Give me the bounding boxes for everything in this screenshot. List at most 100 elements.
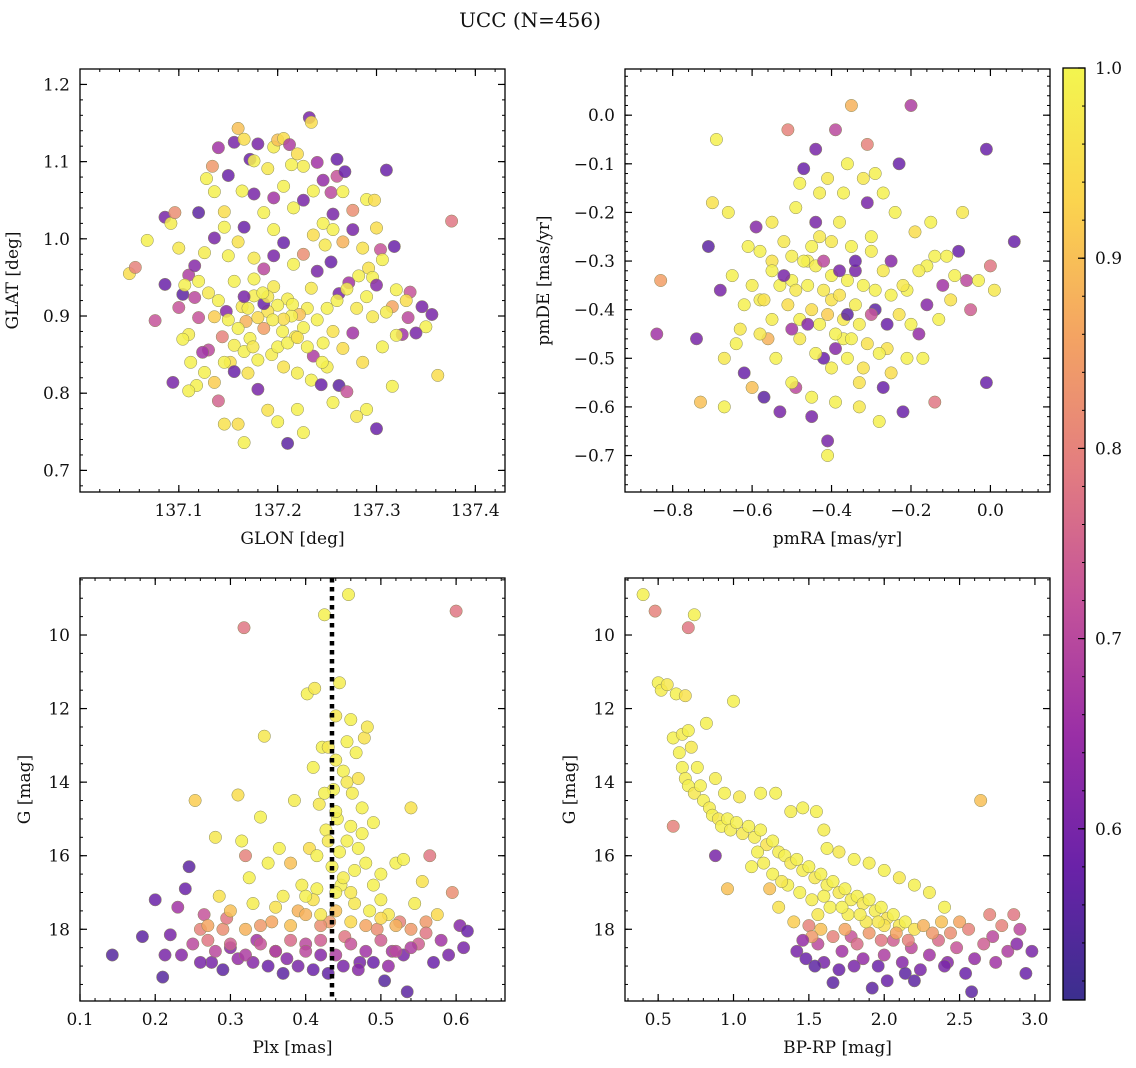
point-sky-65 bbox=[304, 281, 318, 295]
xtick-label-plx: 0.5 bbox=[367, 1010, 394, 1030]
point-sky-13 bbox=[192, 206, 206, 220]
point-plx-66 bbox=[351, 841, 365, 855]
xtick-label-cmd: 0.5 bbox=[645, 1010, 672, 1030]
point-pm-53 bbox=[892, 157, 906, 171]
point-sky-57 bbox=[375, 253, 389, 267]
point-sky-194 bbox=[276, 324, 290, 338]
point-cmd-79 bbox=[974, 794, 988, 807]
point-plx-116 bbox=[254, 919, 267, 933]
point-pm-116 bbox=[817, 254, 831, 268]
point-cmd-8 bbox=[678, 689, 692, 703]
point-pm-128 bbox=[737, 298, 751, 312]
point-plx-71 bbox=[360, 720, 374, 734]
point-plx-153 bbox=[321, 834, 335, 848]
point-sky-187 bbox=[389, 328, 403, 342]
point-pm-93 bbox=[860, 337, 874, 351]
point-pm-104 bbox=[864, 244, 878, 258]
point-pm-100 bbox=[868, 283, 882, 297]
point-plx-90 bbox=[430, 908, 444, 922]
point-pm-137 bbox=[837, 186, 850, 200]
point-pm-111 bbox=[809, 346, 823, 360]
point-pm-99 bbox=[757, 293, 771, 307]
point-plx-144 bbox=[344, 819, 358, 833]
point-sky-197 bbox=[256, 286, 270, 300]
point-pm-49 bbox=[876, 186, 890, 200]
point-plx-154 bbox=[310, 849, 324, 863]
point-pm-10 bbox=[721, 205, 735, 219]
point-plx-91 bbox=[434, 933, 448, 947]
point-cmd-67 bbox=[796, 801, 810, 815]
point-pm-145 bbox=[876, 381, 890, 394]
point-pm-135 bbox=[928, 249, 942, 263]
point-plx-73 bbox=[366, 816, 380, 830]
axes-frame-cmd bbox=[624, 577, 1051, 1002]
point-sky-94 bbox=[172, 301, 186, 314]
point-pm-101 bbox=[876, 264, 890, 278]
point-sky-87 bbox=[211, 294, 225, 308]
point-plx-124 bbox=[374, 911, 388, 925]
point-cmd-68 bbox=[809, 805, 823, 819]
point-sky-27 bbox=[261, 162, 275, 176]
point-pm-142 bbox=[829, 395, 842, 409]
point-plx-140 bbox=[389, 944, 403, 958]
point-cmd-98 bbox=[895, 955, 909, 969]
point-plx-96 bbox=[457, 941, 471, 955]
point-plx-108 bbox=[336, 959, 350, 973]
point-sky-55 bbox=[389, 283, 403, 297]
point-plx-34 bbox=[280, 952, 294, 966]
point-plx-135 bbox=[314, 933, 328, 947]
point-plx-120 bbox=[314, 919, 328, 933]
point-sky-45 bbox=[368, 193, 381, 207]
point-cmd-71 bbox=[832, 845, 846, 859]
point-sky-139 bbox=[176, 332, 190, 346]
point-sky-163 bbox=[207, 231, 221, 245]
point-sky-166 bbox=[178, 278, 192, 292]
point-cmd-75 bbox=[892, 871, 906, 885]
point-pm-35 bbox=[821, 449, 835, 462]
point-sky-33 bbox=[290, 147, 304, 161]
point-plx-134 bbox=[299, 944, 313, 958]
point-pm-21 bbox=[769, 351, 783, 365]
point-pm-151 bbox=[753, 244, 767, 258]
point-plx-64 bbox=[348, 897, 362, 910]
point-cmd-86 bbox=[772, 900, 786, 914]
point-cmd-81 bbox=[986, 930, 1000, 944]
point-sky-14 bbox=[200, 172, 213, 186]
point-pm-84 bbox=[848, 298, 862, 312]
point-plx-21 bbox=[235, 834, 249, 848]
point-cmd-70 bbox=[820, 841, 834, 855]
point-plx-70 bbox=[359, 856, 373, 870]
point-plx-161 bbox=[299, 889, 313, 903]
point-cmd-121 bbox=[889, 926, 903, 940]
point-plx-63 bbox=[345, 786, 359, 800]
ytick-label-plx: 14 bbox=[48, 773, 70, 793]
point-sky-179 bbox=[310, 313, 324, 327]
point-plx-44 bbox=[310, 882, 324, 896]
point-plx-8 bbox=[178, 882, 192, 896]
point-sky-46 bbox=[379, 163, 393, 177]
point-plx-28 bbox=[257, 729, 271, 743]
point-pm-75 bbox=[983, 259, 997, 273]
point-plx-94 bbox=[449, 604, 463, 618]
point-plx-68 bbox=[355, 801, 369, 815]
point-pm-41 bbox=[844, 99, 858, 112]
point-sky-190 bbox=[241, 301, 255, 315]
point-cmd-122 bbox=[874, 933, 888, 947]
point-plx-146 bbox=[336, 871, 350, 885]
point-plx-158 bbox=[344, 886, 358, 899]
point-pm-107 bbox=[805, 240, 819, 253]
point-cmd-129 bbox=[796, 933, 810, 947]
point-plx-150 bbox=[340, 735, 354, 749]
point-plx-23 bbox=[239, 849, 252, 863]
point-pm-149 bbox=[868, 167, 882, 180]
point-plx-148 bbox=[355, 827, 369, 841]
point-sky-38 bbox=[330, 152, 344, 166]
ytick-label-pm: −0.4 bbox=[574, 301, 615, 321]
point-pm-150 bbox=[884, 366, 898, 380]
point-plx-128 bbox=[208, 944, 222, 958]
point-cmd-54 bbox=[874, 900, 888, 914]
point-cmd-17 bbox=[672, 746, 686, 760]
point-sky-125 bbox=[316, 336, 330, 350]
point-plx-74 bbox=[370, 922, 384, 936]
point-sky-150 bbox=[316, 216, 330, 230]
